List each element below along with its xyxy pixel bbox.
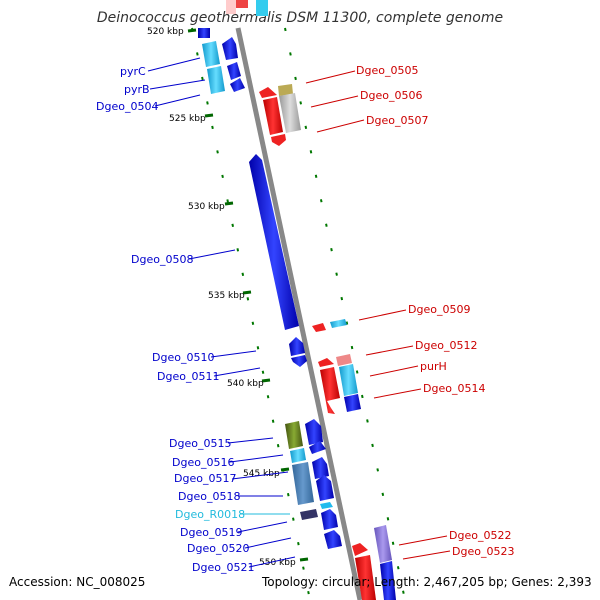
genome-backbone (235, 27, 363, 600)
tick-label-550: 550 kbp (259, 558, 296, 568)
gene-Dgeo_0510[interactable] (289, 337, 305, 356)
map-title: Deinococcus geothermalis DSM 11300, comp… (96, 10, 504, 26)
label-Dgeo_0505[interactable]: Dgeo_0505 (356, 64, 418, 77)
gene-Dgeo_R0018[interactable] (300, 502, 333, 520)
gene-Dgeo_0522[interactable] (352, 543, 368, 556)
tick-marks (187, 28, 309, 562)
label-Dgeo_0507[interactable]: Dgeo_0507 (366, 114, 428, 127)
label-pyrB[interactable]: pyrB (124, 83, 150, 96)
gene-Dgeo_0511[interactable] (291, 355, 307, 367)
gene-Dgeo_0506[interactable] (259, 87, 283, 135)
tick-label-520: 520 kbp (147, 27, 184, 37)
label-Dgeo_0523[interactable]: Dgeo_0523 (452, 545, 514, 558)
label-Dgeo_0510[interactable]: Dgeo_0510 (152, 351, 214, 364)
gene-Dgeo_0520[interactable] (324, 530, 342, 549)
label-Dgeo_0506[interactable]: Dgeo_0506 (360, 89, 422, 102)
label-purH[interactable]: purH (420, 360, 447, 373)
gene-Dgeo_0517[interactable] (292, 457, 329, 505)
gene-Dgeo_0516[interactable] (290, 441, 326, 463)
gene-purH[interactable] (320, 367, 340, 414)
label-Dgeo_0516[interactable]: Dgeo_0516 (172, 456, 234, 469)
gene-Dgeo_0519[interactable] (321, 509, 338, 530)
gene-pyrC[interactable] (202, 37, 238, 67)
gene-Dgeo_0505[interactable] (278, 84, 293, 96)
label-Dgeo_0520[interactable]: Dgeo_0520 (187, 542, 249, 555)
gene-Dgeo_0512[interactable] (318, 354, 352, 367)
label-Dgeo_R0018[interactable]: Dgeo_R0018 (175, 508, 245, 521)
label-Dgeo_0521[interactable]: Dgeo_0521 (192, 561, 254, 574)
label-Dgeo_0504[interactable]: Dgeo_0504 (96, 100, 158, 113)
tick-label-525: 525 kbp (169, 114, 206, 124)
label-Dgeo_0518[interactable]: Dgeo_0518 (178, 490, 240, 503)
label-Dgeo_0512[interactable]: Dgeo_0512 (415, 339, 477, 352)
label-Dgeo_0508[interactable]: Dgeo_0508 (131, 253, 193, 266)
label-Dgeo_0519[interactable]: Dgeo_0519 (180, 526, 242, 539)
right-label-connectors (305, 70, 451, 560)
gene-Dgeo_0523[interactable] (355, 555, 376, 600)
label-Dgeo_0515[interactable]: Dgeo_0515 (169, 437, 231, 450)
label-Dgeo_0514[interactable]: Dgeo_0514 (423, 382, 485, 395)
tick-label-545: 545 kbp (243, 469, 280, 479)
gene-Dgeo_0507[interactable] (271, 93, 301, 146)
label-Dgeo_0517[interactable]: Dgeo_0517 (174, 472, 236, 485)
label-Dgeo_0511[interactable]: Dgeo_0511 (157, 370, 219, 383)
gene-top-partial (198, 0, 268, 38)
label-pyrC[interactable]: pyrC (120, 65, 146, 78)
gene-pyrB[interactable] (207, 62, 245, 94)
gene-Dgeo_0514[interactable] (339, 364, 361, 412)
gene-Dgeo_0508[interactable] (249, 154, 299, 330)
gene-Dgeo_0521[interactable] (374, 525, 396, 600)
label-Dgeo_0509[interactable]: Dgeo_0509 (408, 303, 470, 316)
accession-text: Accession: NC_008025 (9, 575, 146, 589)
left-label-connectors (147, 57, 296, 568)
gene-Dgeo_0518[interactable] (316, 475, 334, 501)
tick-label-540: 540 kbp (227, 379, 264, 389)
tick-label-535: 535 kbp (208, 291, 245, 301)
label-Dgeo_0522[interactable]: Dgeo_0522 (449, 529, 511, 542)
gene-Dgeo_0509[interactable] (312, 319, 347, 332)
gene-Dgeo_0515[interactable] (285, 419, 323, 449)
tick-label-530: 530 kbp (188, 202, 225, 212)
topology-summary: Topology: circular; Length: 2,467,205 bp… (262, 575, 592, 589)
